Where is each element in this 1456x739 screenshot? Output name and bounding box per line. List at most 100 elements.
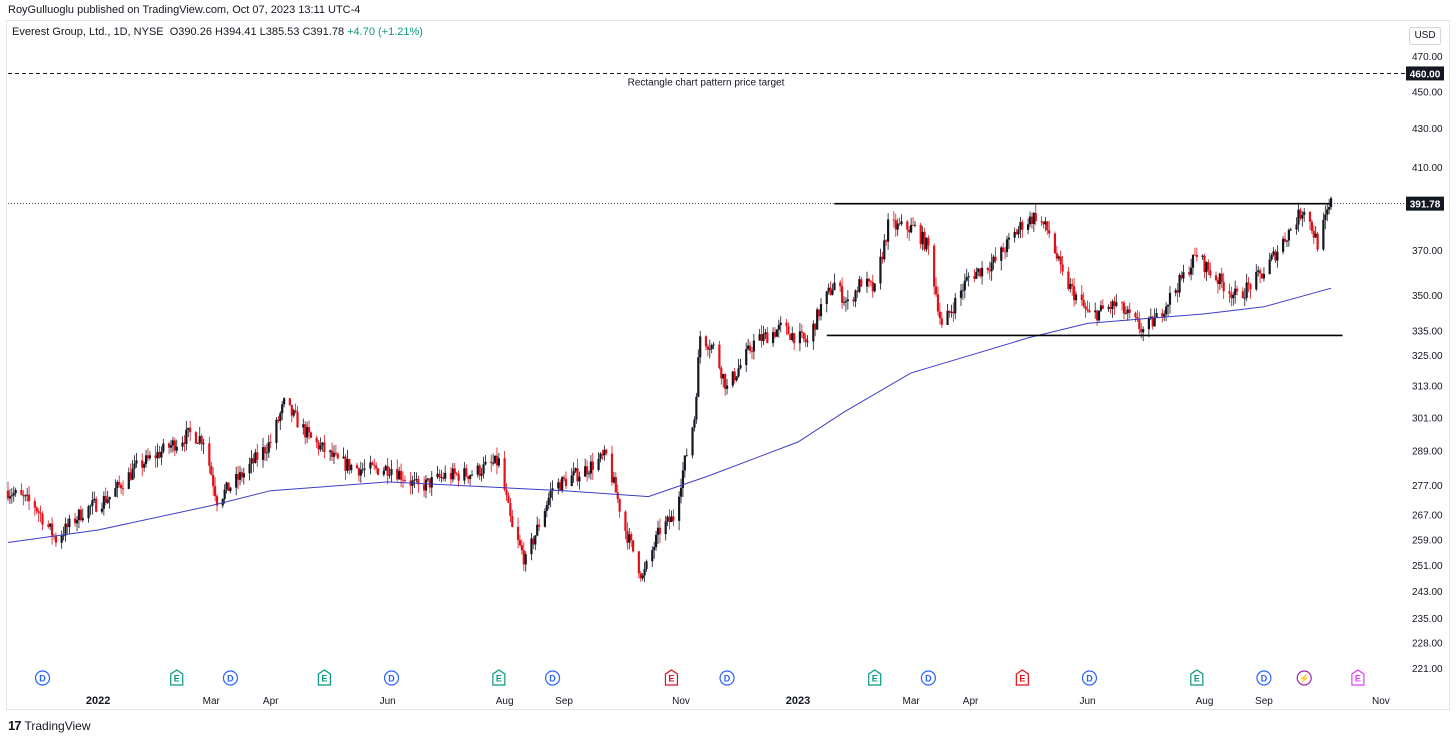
candle-body [1128, 309, 1131, 313]
candle-body [860, 279, 863, 287]
candle-body [127, 472, 130, 489]
candle-body [495, 455, 499, 466]
candle-body [1260, 273, 1264, 279]
candle-body [104, 496, 107, 503]
event-marker-letter: E [174, 674, 180, 684]
dividend-marker-icon[interactable] [719, 670, 735, 686]
publisher-line: RoyGulluoglu published on TradingView.co… [8, 4, 361, 16]
candle-body [1214, 275, 1218, 280]
candle-body [490, 461, 493, 464]
split-marker-icon[interactable] [1296, 670, 1312, 686]
candle-body [106, 499, 109, 503]
tradingview-logo[interactable]: 17 TradingView [8, 718, 91, 733]
candle-body [910, 224, 913, 233]
candle-body [250, 458, 253, 464]
candle-body [699, 336, 702, 358]
candle-body [135, 460, 138, 464]
candle-body [906, 221, 909, 230]
earnings-marker-icon[interactable] [492, 669, 506, 686]
candle-body [315, 437, 318, 443]
candle-body [1005, 239, 1009, 252]
earnings-marker-icon[interactable] [664, 669, 679, 686]
earnings-marker-icon[interactable] [317, 669, 331, 686]
x-tick-label: Mar [903, 696, 921, 707]
candle-body [1155, 313, 1158, 318]
candle-body [100, 508, 104, 512]
symbol-name[interactable]: Everest Group, Ltd., 1D, NYSE [12, 26, 164, 38]
candle-body [908, 229, 911, 233]
currency-button[interactable]: USD [1409, 27, 1441, 45]
dividend-marker-icon[interactable] [544, 670, 561, 686]
candle-body [175, 446, 178, 451]
candle-body [990, 262, 993, 272]
moving-average-line[interactable] [7, 287, 1332, 543]
candle-body [614, 477, 617, 493]
candle-body [685, 455, 688, 457]
x-tick-label: Aug [496, 696, 514, 707]
candle-body [146, 455, 150, 459]
candle-body [802, 332, 805, 339]
candle-body [653, 547, 656, 551]
dividend-marker-icon[interactable] [383, 670, 400, 686]
candle-body [1149, 316, 1152, 319]
dividend-marker-icon[interactable] [222, 670, 239, 686]
candle-body [129, 472, 132, 480]
candle-body [382, 470, 385, 475]
candle-body [1232, 294, 1235, 299]
earnings-marker-icon[interactable] [1015, 669, 1029, 686]
earnings-marker-icon[interactable] [1190, 669, 1204, 686]
candle-body [1120, 302, 1124, 304]
candle-body [887, 219, 890, 242]
candle-body [74, 518, 77, 524]
x-tick-label: Nov [672, 696, 690, 707]
event-marker-letter: ⚡ [1299, 673, 1310, 685]
dividend-marker-icon[interactable] [1256, 670, 1272, 686]
x-tick-label: 2022 [86, 695, 110, 707]
candle-body [212, 474, 215, 487]
y-tick-label: 251.00 [1412, 561, 1443, 572]
candle-body [1019, 222, 1022, 230]
event-marker-letter: E [1194, 674, 1200, 684]
earnings-marker-icon[interactable] [170, 669, 184, 686]
candle-body [1013, 231, 1016, 238]
candle-body [731, 371, 734, 386]
candle-body [1235, 288, 1239, 292]
candle-body [522, 550, 525, 565]
candle-body [839, 282, 842, 287]
candle-body [202, 443, 205, 445]
candle-body [883, 240, 886, 260]
dividend-marker-icon[interactable] [920, 670, 936, 686]
candle-body [144, 455, 148, 465]
candle-body [952, 311, 955, 314]
y-tick-label: 235.00 [1412, 614, 1443, 625]
candle-body [14, 490, 17, 494]
candle-body [64, 523, 67, 536]
dividend-marker-icon[interactable] [1081, 670, 1098, 686]
candle-body [1182, 272, 1185, 279]
candle-body [695, 396, 698, 420]
candle-body [1061, 264, 1064, 272]
y-tick-label: 301.00 [1412, 413, 1443, 424]
earnings-marker-icon[interactable] [1351, 669, 1365, 686]
earnings-marker-icon[interactable] [868, 669, 882, 686]
candle-body [321, 442, 324, 446]
tradingview-logo-icon: 17 [8, 718, 22, 733]
candle-body [1069, 284, 1072, 289]
dividend-marker-icon[interactable] [34, 670, 51, 686]
candle-body [346, 459, 349, 471]
candle-body [359, 469, 362, 476]
candle-body [913, 224, 917, 226]
candle-body [77, 509, 81, 521]
candle-body [275, 419, 278, 443]
candle-body [1046, 221, 1049, 231]
candle-body [482, 464, 485, 474]
x-tick-label: Apr [263, 696, 279, 707]
candle-body [798, 331, 802, 344]
symbol-legend[interactable]: Everest Group, Ltd., 1D, NYSE O390.26 H3… [12, 26, 423, 38]
candle-body [658, 527, 662, 535]
candle-body [551, 488, 554, 491]
candle-body [141, 460, 144, 468]
candle-body [825, 291, 828, 305]
